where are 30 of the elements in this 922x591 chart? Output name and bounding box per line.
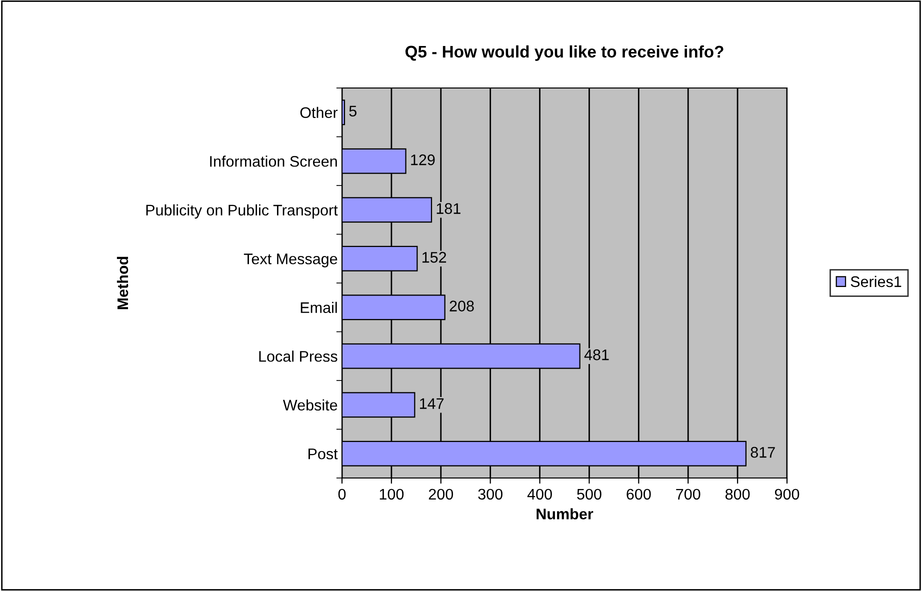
data-label: 5: [349, 106, 356, 116]
x-tick-label: 100: [380, 488, 404, 500]
y-tick-label: Local Press: [259, 350, 338, 362]
data-label: 481: [584, 349, 609, 360]
y-tick-label: Publicity on Public Transport: [146, 204, 338, 219]
data-label: 817: [750, 446, 775, 458]
x-tick-label: 800: [725, 488, 750, 500]
x-tick-label: 700: [676, 488, 700, 500]
x-tick-label: 300: [478, 488, 502, 500]
data-label: 181: [436, 203, 460, 214]
y-tick-label: Other: [300, 106, 338, 118]
chart-title: Q5 - How would you like to receive info?: [405, 45, 724, 61]
data-label: 147: [420, 398, 444, 409]
legend-label: Series1: [850, 276, 902, 288]
x-axis-title: Number: [536, 508, 594, 520]
x-tick-label: 900: [774, 488, 800, 500]
y-axis-title: Method: [116, 256, 128, 310]
y-tick-label: Information Screen: [210, 156, 337, 167]
y-tick-label: Text Message: [244, 254, 338, 268]
data-label: 129: [411, 154, 435, 166]
x-tick-label: 0: [338, 488, 346, 500]
x-tick-label: 400: [527, 488, 552, 500]
x-tick-label: 500: [577, 488, 602, 500]
x-tick-label: 600: [626, 488, 651, 500]
data-label: 152: [422, 252, 446, 263]
y-tick-label: Email: [300, 302, 337, 314]
data-label: 208: [450, 300, 474, 312]
y-tick-label: Post: [308, 448, 338, 460]
x-tick-label: 200: [428, 488, 454, 500]
y-tick-label: Website: [282, 399, 338, 411]
